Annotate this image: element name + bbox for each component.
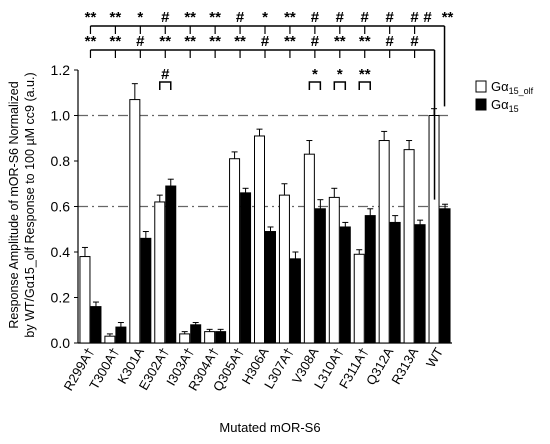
pair-bracket [333, 81, 347, 90]
significance-mark: # [423, 9, 432, 26]
bar-ga15-olf [204, 331, 216, 344]
bar-ga15-olf [179, 333, 191, 344]
x-axis-label: Mutated mOR-S6 [219, 420, 320, 435]
bar-ga15 [190, 324, 202, 344]
significance-mark: # [236, 9, 245, 26]
bar-ga15 [265, 231, 276, 344]
significance-mark: ** [209, 33, 221, 50]
legend-swatch [475, 80, 487, 93]
bar-ga15 [240, 192, 252, 344]
significance-mark: # [136, 33, 145, 50]
y-tick-label: 1.0 [51, 108, 71, 124]
x-tick-label: WT [423, 345, 446, 370]
significance-mark: ** [184, 33, 196, 50]
bar-ga15 [165, 185, 177, 344]
significance-mark: ** [234, 33, 246, 50]
significance-mark: ** [359, 33, 371, 50]
y-tick-label: 1.2 [51, 62, 71, 78]
bar-ga15 [215, 331, 227, 344]
bar-ga15-olf [129, 99, 141, 344]
significance-mark: # [385, 9, 394, 26]
pair-significance-mark: * [312, 66, 318, 83]
pair-bracket [358, 81, 371, 90]
significance-mark: ** [442, 9, 454, 26]
y-tick-label: 0.4 [51, 244, 71, 260]
significance-mark: # [261, 33, 270, 50]
y-tick-label: 0.6 [51, 199, 71, 215]
pair-significance-mark: * [337, 66, 343, 83]
bar-ga15-olf [229, 158, 241, 344]
legend-label: Gα15 [491, 97, 519, 114]
bar-ga15 [339, 226, 351, 344]
bar-ga15 [140, 237, 152, 344]
bar-ga15 [439, 208, 451, 344]
y-axis-label-line2: by WT/Gα15_olf Response to 100 µM cc9 (a… [23, 72, 37, 337]
y-tick-label: 0.2 [51, 290, 71, 306]
significance-mark: # [311, 9, 320, 26]
pair-bracket [159, 81, 172, 90]
significance-mark: ** [110, 9, 122, 26]
significance-mark: ** [159, 33, 171, 50]
bar-ga15-olf [353, 253, 365, 344]
legend-label: Gα15_olf [491, 79, 534, 96]
significance-mark: * [137, 9, 143, 26]
significance-mark: ** [110, 33, 122, 50]
y-tick-label: 0.0 [51, 335, 71, 351]
significance-mark: # [336, 9, 345, 26]
bar-ga15 [414, 224, 426, 344]
significance-mark: ** [184, 9, 196, 26]
y-tick-label: 0.8 [51, 153, 71, 169]
significance-mark: ** [85, 33, 97, 50]
significance-mark: ** [284, 33, 296, 50]
significance-mark: ** [209, 9, 221, 26]
bar-ga15-olf [303, 153, 315, 344]
bar-ga15 [364, 215, 376, 344]
significance-mark: # [410, 33, 419, 50]
legend-swatch [475, 98, 487, 111]
significance-mark: # [161, 9, 170, 26]
bar-ga15-olf [154, 201, 166, 344]
bar-ga15-olf [79, 256, 91, 344]
significance-mark: # [385, 33, 394, 50]
bar-ga15-olf [278, 194, 290, 344]
pair-bracket [308, 81, 322, 90]
significance-mark: ** [85, 9, 97, 26]
bar-ga15 [389, 221, 401, 344]
bar-ga15-olf [104, 335, 116, 344]
pair-significance-mark: ** [359, 66, 371, 83]
significance-mark: # [361, 9, 370, 26]
pair-significance-mark: # [161, 66, 170, 83]
significance-mark: ** [334, 33, 346, 50]
bar-ga15 [115, 326, 127, 344]
significance-mark: # [311, 33, 320, 50]
y-axis-label-line1: Response Amplitude of mOR-S6 Normalized [7, 81, 21, 328]
bar-ga15-olf [403, 149, 415, 344]
significance-mark: * [262, 9, 268, 26]
bar-ga15-olf [254, 135, 265, 344]
bar-ga15 [314, 208, 326, 344]
bar-ga15-olf [378, 140, 390, 344]
bar-ga15 [289, 258, 301, 344]
significance-mark: ** [284, 9, 296, 26]
bar-ga15-olf [328, 196, 340, 344]
significance-mark: # [410, 9, 419, 26]
bar-ga15 [90, 306, 102, 344]
